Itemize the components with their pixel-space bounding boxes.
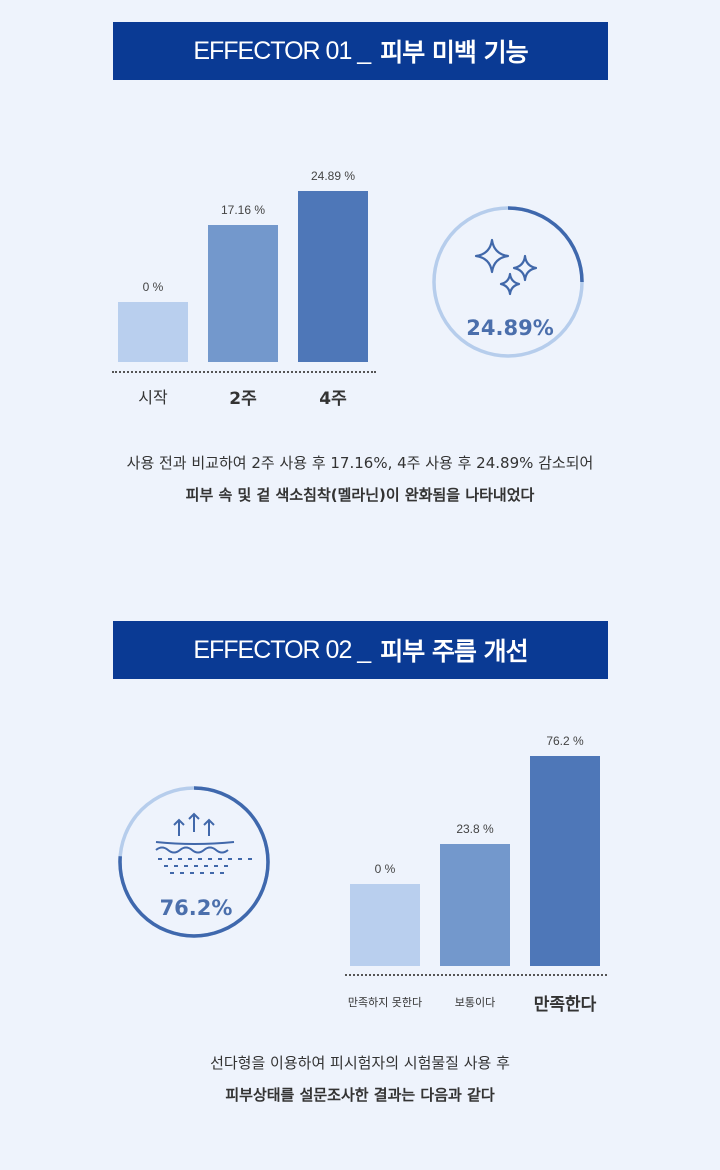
chart1-baseline — [112, 371, 376, 373]
whitening-ring-value: 24.89% — [466, 316, 554, 340]
bar-value-label: 24.89 % — [310, 169, 356, 183]
ring-progress — [118, 786, 270, 938]
chart2-baseline — [345, 974, 607, 976]
section2-banner: EFFECTOR 02 _ 피부 주름 개선 — [113, 621, 608, 679]
category-label: 만족하지 못한다 — [347, 996, 423, 1009]
bar-0 — [118, 302, 188, 362]
whitening-progress-ring — [432, 206, 584, 358]
wrinkle-progress-ring — [118, 786, 270, 938]
bar-2 — [530, 756, 600, 966]
bar-1 — [440, 844, 510, 966]
bar-value-label: 17.16 % — [220, 203, 266, 218]
bar-1 — [208, 225, 278, 362]
section1-title-ko: 피부 미백 기능 — [380, 38, 528, 67]
bar-value-label: 0 % — [374, 862, 396, 876]
section2-title-ko: 피부 주름 개선 — [380, 637, 528, 666]
bar-value-label: 23.8 % — [456, 822, 494, 837]
bar-0 — [350, 884, 420, 966]
sparkle-icon — [474, 238, 538, 296]
section1-banner: EFFECTOR 01 _ 피부 미백 기능 — [113, 22, 608, 80]
bar-2 — [298, 191, 368, 362]
section2-desc-line1: 선다형을 이용하여 피시험자의 시험물질 사용 후 — [210, 1054, 510, 1072]
category-label: 4주 — [319, 389, 347, 409]
ring-progress — [432, 206, 584, 358]
section1-desc-line1: 사용 전과 비교하여 2주 사용 후 17.16%, 4주 사용 후 24.89… — [126, 454, 594, 472]
category-label: 시작 — [138, 388, 168, 407]
bar-value-label: 76.2 % — [546, 734, 584, 748]
section2-title-en: EFFECTOR 02 _ — [193, 635, 371, 664]
wrinkle-ring-value: 76.2% — [159, 896, 233, 920]
section1-title-en: EFFECTOR 01 _ — [193, 36, 371, 65]
category-label: 2주 — [229, 389, 257, 409]
section2-desc-line2: 피부상태를 설문조사한 결과는 다음과 같다 — [225, 1086, 495, 1104]
section1-desc-line2: 피부 속 및 겉 색소침착(멜라닌)이 완화됨을 나타내었다 — [185, 486, 535, 504]
category-label: 만족한다 — [533, 995, 597, 1015]
bar-value-label: 0 % — [142, 280, 164, 294]
skin-lift-icon — [155, 812, 258, 874]
category-label: 보통이다 — [454, 996, 496, 1009]
